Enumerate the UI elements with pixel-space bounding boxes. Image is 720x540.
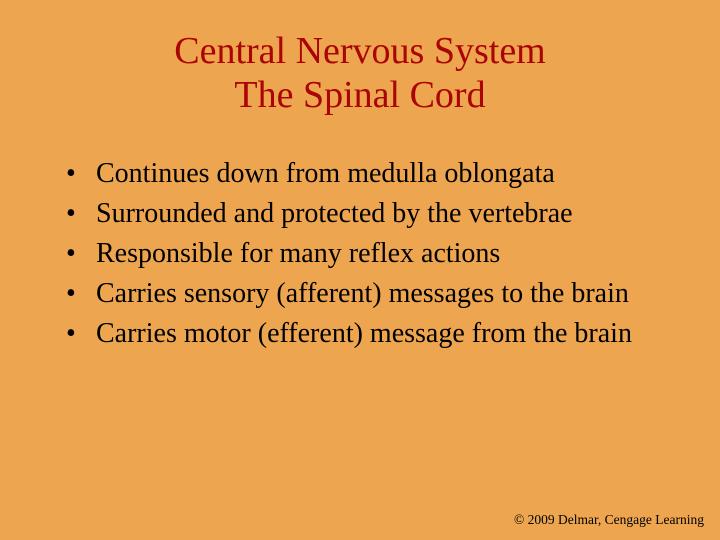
copyright-footer: © 2009 Delmar, Cengage Learning — [514, 512, 704, 528]
slide-container: Central Nervous System The Spinal Cord C… — [0, 0, 720, 540]
bullet-item: Carries sensory (afferent) messages to t… — [60, 275, 670, 313]
bullet-item: Responsible for many reflex actions — [60, 235, 670, 273]
bullet-item: Carries motor (efferent) message from th… — [60, 315, 670, 353]
title-line-2: The Spinal Cord — [50, 74, 670, 118]
title-block: Central Nervous System The Spinal Cord — [50, 30, 670, 117]
bullet-item: Continues down from medulla oblongata — [60, 155, 670, 193]
bullet-item: Surrounded and protected by the vertebra… — [60, 195, 670, 233]
bullet-list: Continues down from medulla oblongata Su… — [50, 155, 670, 352]
title-line-1: Central Nervous System — [50, 30, 670, 74]
